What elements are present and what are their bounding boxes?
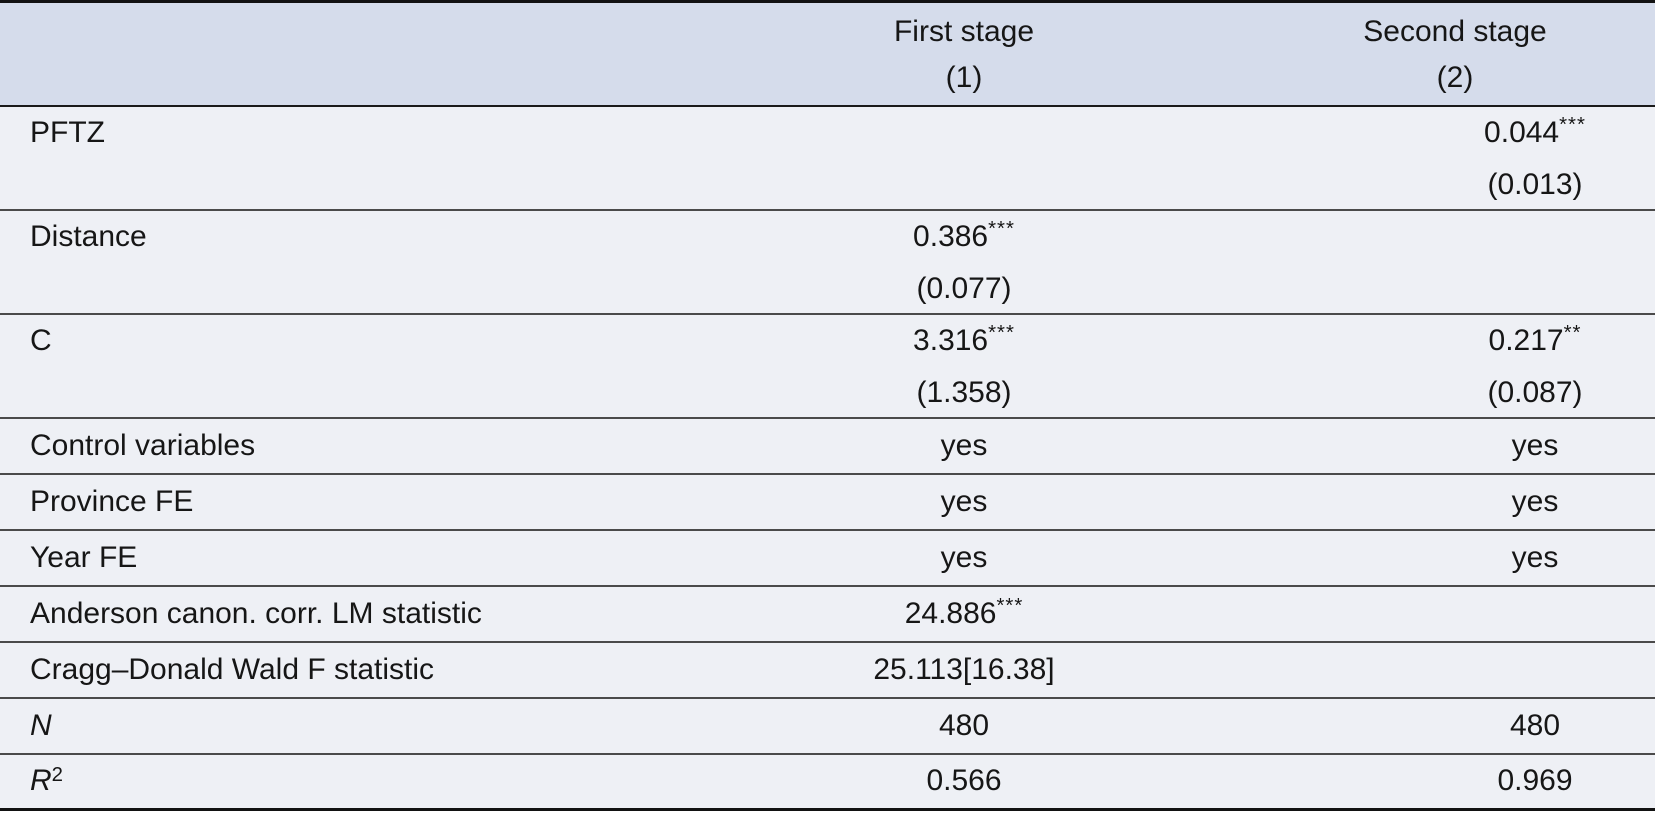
row-label: Cragg–Donald Wald F statistic	[0, 640, 673, 698]
first-stage-cell: 480	[673, 696, 1255, 754]
significance-stars: ***	[996, 595, 1024, 618]
std-error: (0.013)	[1487, 167, 1583, 201]
row-label: Anderson canon. corr. LM statistic	[0, 584, 673, 642]
significance-stars: ***	[1559, 114, 1586, 137]
row-label: Year FE	[0, 528, 673, 586]
first-stage-cell	[673, 106, 1255, 210]
stat-value: 24.886	[904, 596, 997, 630]
second-stage-title: Second stage	[1363, 15, 1547, 48]
second-stage-cell	[1255, 640, 1655, 698]
std-error: (0.077)	[916, 271, 1012, 305]
second-stage-cell: 480	[1255, 696, 1655, 754]
coef-value: 0.217	[1488, 323, 1564, 357]
significance-stars: **	[1563, 322, 1582, 345]
first-stage-cell: 0.386*** (0.077)	[673, 208, 1255, 314]
header-second-stage: Second stage (2)	[1255, 1, 1655, 107]
first-stage-cell: 0.566	[673, 752, 1255, 810]
row-label: Province FE	[0, 472, 673, 530]
row-label: R2	[0, 752, 673, 810]
row-label-text: R	[30, 764, 52, 798]
table-row-year-fe: Year FE yes yes	[0, 528, 1655, 586]
table-body: PFTZ 0.044*** (0.013) Distance 0.386*** …	[0, 105, 1655, 810]
header-first-stage: First stage (1)	[673, 1, 1255, 107]
table-row-observations: N 480 480	[0, 696, 1655, 754]
second-stage-cell	[1255, 584, 1655, 642]
coef-value: 3.316	[913, 323, 989, 357]
second-stage-cell: 0.044*** (0.013)	[1255, 106, 1655, 210]
row-label-text: Year FE	[30, 540, 138, 574]
row-label-text: Distance	[30, 219, 147, 253]
table-row-cragg-donald: Cragg–Donald Wald F statistic 25.113[16.…	[0, 640, 1655, 698]
table-row-constant: C 3.316*** (1.358) 0.217** (0.087)	[0, 312, 1655, 418]
row-label: Control variables	[0, 416, 673, 474]
table-row-distance: Distance 0.386*** (0.077)	[0, 208, 1655, 314]
first-stage-cell: yes	[673, 416, 1255, 474]
row-label-text: Control variables	[30, 428, 256, 462]
significance-stars: ***	[988, 322, 1015, 345]
first-stage-number: (1)	[945, 61, 983, 94]
table-row-control-variables: Control variables yes yes	[0, 416, 1655, 474]
header-row: First stage (1) Second stage (2)	[0, 1, 1655, 107]
header-empty-cell	[0, 1, 673, 107]
std-error: (0.087)	[1487, 375, 1583, 409]
second-stage-cell	[1255, 208, 1655, 314]
second-stage-cell: yes	[1255, 416, 1655, 474]
table-row-anderson-lm: Anderson canon. corr. LM statistic 24.88…	[0, 584, 1655, 642]
row-label-text: Province FE	[30, 484, 194, 518]
table-row-pftz: PFTZ 0.044*** (0.013)	[0, 106, 1655, 210]
row-label-text: Anderson canon. corr. LM statistic	[30, 596, 482, 630]
std-error	[673, 110, 1255, 113]
row-label: N	[0, 696, 673, 754]
first-stage-cell: 24.886***	[673, 584, 1255, 642]
row-label: PFTZ	[0, 106, 673, 210]
coef-value: 0.386	[913, 219, 989, 253]
table-header: First stage (1) Second stage (2)	[0, 1, 1655, 107]
row-label-superscript: 2	[51, 764, 64, 787]
first-stage-cell: yes	[673, 528, 1255, 586]
row-label: C	[0, 312, 673, 418]
first-stage-cell: 25.113[16.38]	[673, 640, 1255, 698]
coef-value: 0.044	[1484, 115, 1560, 149]
std-error	[1415, 214, 1655, 217]
first-stage-cell: 3.316*** (1.358)	[673, 312, 1255, 418]
first-stage-title: First stage	[893, 15, 1035, 48]
row-label-text: Cragg–Donald Wald F statistic	[30, 652, 435, 686]
second-stage-cell: 0.217** (0.087)	[1255, 312, 1655, 418]
table-row-r-squared: R2 0.566 0.969	[0, 752, 1655, 810]
second-stage-cell: 0.969	[1255, 752, 1655, 810]
row-label-text: N	[30, 708, 52, 742]
second-stage-cell: yes	[1255, 472, 1655, 530]
second-stage-cell: yes	[1255, 528, 1655, 586]
std-error: (1.358)	[916, 375, 1012, 409]
table-row-province-fe: Province FE yes yes	[0, 472, 1655, 530]
significance-stars: ***	[988, 218, 1015, 241]
row-label-text: C	[30, 323, 52, 357]
row-label: Distance	[0, 208, 673, 314]
second-stage-number: (2)	[1436, 61, 1474, 94]
first-stage-cell: yes	[673, 472, 1255, 530]
row-label-text: PFTZ	[30, 115, 105, 149]
